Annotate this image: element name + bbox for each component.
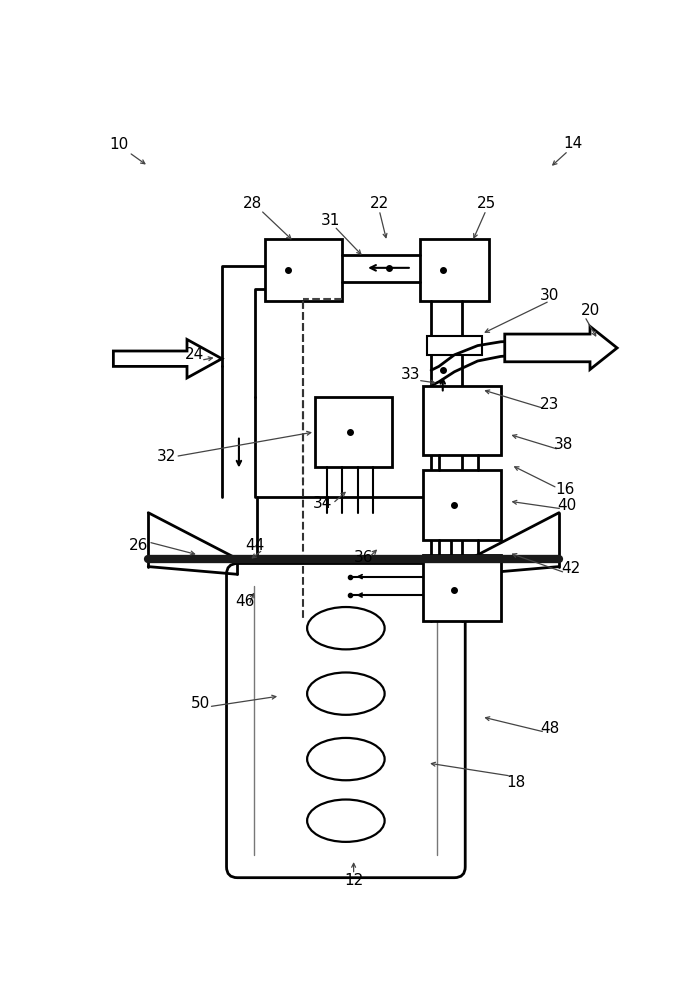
Ellipse shape bbox=[307, 607, 384, 649]
Text: 23: 23 bbox=[540, 397, 560, 412]
Ellipse shape bbox=[307, 672, 384, 715]
Text: 28: 28 bbox=[244, 196, 262, 211]
Text: 31: 31 bbox=[321, 213, 340, 228]
Text: 24: 24 bbox=[185, 347, 204, 362]
Bar bbox=[315, 397, 393, 466]
Bar bbox=[424, 555, 501, 620]
Text: 42: 42 bbox=[561, 561, 580, 576]
Text: 32: 32 bbox=[157, 449, 176, 464]
Text: 50: 50 bbox=[191, 696, 210, 711]
Text: 30: 30 bbox=[540, 288, 560, 303]
Ellipse shape bbox=[307, 738, 384, 780]
Text: 12: 12 bbox=[344, 873, 363, 888]
Text: 25: 25 bbox=[477, 196, 496, 211]
Text: 40: 40 bbox=[557, 497, 576, 512]
Bar bbox=[264, 239, 342, 301]
Bar bbox=[427, 336, 482, 355]
Text: 33: 33 bbox=[400, 367, 420, 382]
Text: 26: 26 bbox=[129, 538, 148, 553]
Text: 18: 18 bbox=[506, 775, 526, 790]
Text: 34: 34 bbox=[313, 496, 333, 511]
Bar bbox=[424, 386, 501, 455]
Text: 14: 14 bbox=[563, 136, 582, 151]
Polygon shape bbox=[505, 326, 617, 369]
Text: 22: 22 bbox=[370, 196, 389, 211]
Polygon shape bbox=[113, 339, 222, 378]
FancyBboxPatch shape bbox=[226, 564, 465, 878]
Text: 44: 44 bbox=[246, 538, 265, 553]
Text: 10: 10 bbox=[109, 137, 128, 152]
Text: 20: 20 bbox=[580, 303, 600, 318]
Ellipse shape bbox=[307, 800, 384, 842]
Bar bbox=[424, 470, 501, 540]
Text: 46: 46 bbox=[235, 594, 255, 609]
Text: 48: 48 bbox=[540, 721, 560, 736]
Bar bbox=[420, 239, 489, 301]
Text: 16: 16 bbox=[555, 482, 575, 497]
Text: 38: 38 bbox=[554, 437, 573, 452]
Text: 36: 36 bbox=[354, 550, 373, 565]
